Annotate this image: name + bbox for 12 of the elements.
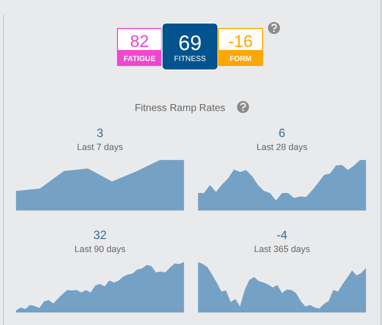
chart-subtitle: Last 365 days [254, 244, 311, 254]
text: 69 [178, 32, 202, 55]
chart-subtitle: Last 7 days [76, 142, 124, 152]
text: -16 [228, 32, 253, 51]
chart-title: 6 [278, 126, 286, 140]
text: Fitness Ramp Rates [134, 103, 226, 114]
chart-title: 3 [96, 126, 104, 140]
chart-subtitle: Last 28 days [256, 142, 308, 152]
text: 82 [130, 32, 149, 51]
chart-title: 32 [93, 228, 107, 242]
chart-title: -4 [276, 228, 288, 242]
chart-subtitle: Last 90 days [74, 244, 126, 254]
